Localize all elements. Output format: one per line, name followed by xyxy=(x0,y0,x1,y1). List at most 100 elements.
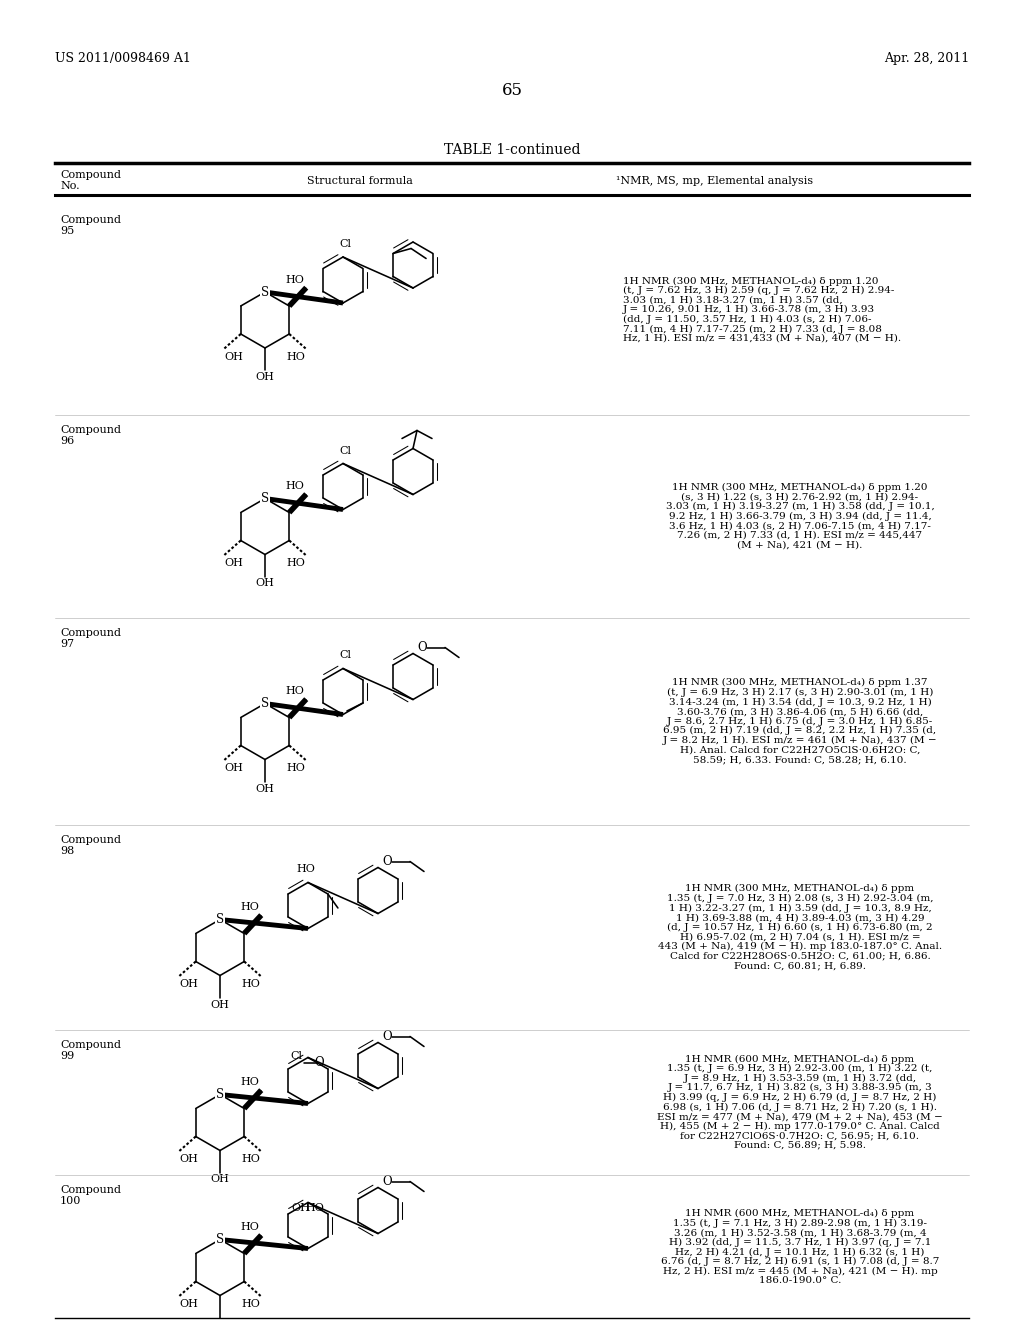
Text: ¹NMR, MS, mp, Elemental analysis: ¹NMR, MS, mp, Elemental analysis xyxy=(616,176,813,186)
Text: 3.14-3.24 (m, 1 H) 3.54 (dd, J = 10.3, 9.2 Hz, 1 H): 3.14-3.24 (m, 1 H) 3.54 (dd, J = 10.3, 9… xyxy=(669,697,932,706)
Text: H). Anal. Calcd for C22H27O5ClS⋅0.6H2O: C,: H). Anal. Calcd for C22H27O5ClS⋅0.6H2O: … xyxy=(680,746,921,755)
Text: S: S xyxy=(261,492,269,506)
Text: Hz, 2 H). ESI m/z = 445 (M + Na), 421 (M − H). mp: Hz, 2 H). ESI m/z = 445 (M + Na), 421 (M… xyxy=(663,1267,937,1276)
Text: 95: 95 xyxy=(60,226,75,236)
Text: S: S xyxy=(216,1233,224,1246)
Text: HO: HO xyxy=(242,1299,260,1309)
Text: (t, J = 7.62 Hz, 3 H) 2.59 (q, J = 7.62 Hz, 2 H) 2.94-: (t, J = 7.62 Hz, 3 H) 2.59 (q, J = 7.62 … xyxy=(623,286,894,296)
Text: OH: OH xyxy=(256,372,274,381)
Text: Found: C, 56.89; H, 5.98.: Found: C, 56.89; H, 5.98. xyxy=(734,1140,866,1150)
Text: J = 10.26, 9.01 Hz, 1 H) 3.66-3.78 (m, 3 H) 3.93: J = 10.26, 9.01 Hz, 1 H) 3.66-3.78 (m, 3… xyxy=(623,305,876,314)
Text: 1.35 (t, J = 7.1 Hz, 3 H) 2.89-2.98 (m, 1 H) 3.19-: 1.35 (t, J = 7.1 Hz, 3 H) 2.89-2.98 (m, … xyxy=(673,1218,927,1228)
Text: H), 455 (M + 2 − H). mp 177.0-179.0° C. Anal. Calcd: H), 455 (M + 2 − H). mp 177.0-179.0° C. … xyxy=(660,1122,940,1131)
Text: HO: HO xyxy=(287,558,305,569)
Text: HO: HO xyxy=(286,482,304,491)
Text: 443 (M + Na), 419 (M − H). mp 183.0-187.0° C. Anal.: 443 (M + Na), 419 (M − H). mp 183.0-187.… xyxy=(658,942,942,950)
Text: S: S xyxy=(216,913,224,927)
Text: 3.6 Hz, 1 H) 4.03 (s, 2 H) 7.06-7.15 (m, 4 H) 7.17-: 3.6 Hz, 1 H) 4.03 (s, 2 H) 7.06-7.15 (m,… xyxy=(669,521,931,531)
Text: US 2011/0098469 A1: US 2011/0098469 A1 xyxy=(55,51,190,65)
Text: HO: HO xyxy=(286,275,304,285)
Text: 3.26 (m, 1 H) 3.52-3.58 (m, 1 H) 3.68-3.79 (m, 4: 3.26 (m, 1 H) 3.52-3.58 (m, 1 H) 3.68-3.… xyxy=(674,1229,927,1237)
Text: HO: HO xyxy=(287,352,305,362)
Text: TABLE 1-continued: TABLE 1-continued xyxy=(443,143,581,157)
Text: 1H NMR (300 MHz, METHANOL-d₄) δ ppm 1.37: 1H NMR (300 MHz, METHANOL-d₄) δ ppm 1.37 xyxy=(672,678,928,688)
Text: Found: C, 60.81; H, 6.89.: Found: C, 60.81; H, 6.89. xyxy=(734,961,866,970)
Text: OH: OH xyxy=(256,784,274,793)
Text: (d, J = 10.57 Hz, 1 H) 6.60 (s, 1 H) 6.73-6.80 (m, 2: (d, J = 10.57 Hz, 1 H) 6.60 (s, 1 H) 6.7… xyxy=(668,923,933,932)
Text: O: O xyxy=(382,1030,391,1043)
Text: 98: 98 xyxy=(60,846,75,855)
Text: HO: HO xyxy=(241,1077,259,1088)
Text: J = 8.6, 2.7 Hz, 1 H) 6.75 (d, J = 3.0 Hz, 1 H) 6.85-: J = 8.6, 2.7 Hz, 1 H) 6.75 (d, J = 3.0 H… xyxy=(667,717,933,726)
Text: (t, J = 6.9 Hz, 3 H) 2.17 (s, 3 H) 2.90-3.01 (m, 1 H): (t, J = 6.9 Hz, 3 H) 2.17 (s, 3 H) 2.90-… xyxy=(667,688,933,697)
Text: ESI m/z = 477 (M + Na), 479 (M + 2 + Na), 453 (M −: ESI m/z = 477 (M + Na), 479 (M + 2 + Na)… xyxy=(657,1111,943,1121)
Text: 3.03 (m, 1 H) 3.18-3.27 (m, 1 H) 3.57 (dd,: 3.03 (m, 1 H) 3.18-3.27 (m, 1 H) 3.57 (d… xyxy=(623,296,843,305)
Text: OH: OH xyxy=(211,1175,229,1184)
Text: 3.60-3.76 (m, 3 H) 3.86-4.06 (m, 5 H) 6.66 (dd,: 3.60-3.76 (m, 3 H) 3.86-4.06 (m, 5 H) 6.… xyxy=(677,708,923,715)
Text: Compound: Compound xyxy=(60,1185,121,1195)
Text: OH: OH xyxy=(180,1299,199,1309)
Text: Cl: Cl xyxy=(339,239,351,249)
Text: HO: HO xyxy=(242,1155,260,1164)
Text: O: O xyxy=(382,1175,391,1188)
Text: J = 8.2 Hz, 1 H). ESI m/z = 461 (M + Na), 437 (M −: J = 8.2 Hz, 1 H). ESI m/z = 461 (M + Na)… xyxy=(663,737,937,744)
Text: OH: OH xyxy=(180,979,199,990)
Text: OH: OH xyxy=(224,558,244,569)
Text: H) 3.92 (dd, J = 11.5, 3.7 Hz, 1 H) 3.97 (q, J = 7.1: H) 3.92 (dd, J = 11.5, 3.7 Hz, 1 H) 3.97… xyxy=(669,1238,931,1247)
Text: HO: HO xyxy=(241,1222,259,1232)
Text: 100: 100 xyxy=(60,1196,81,1206)
Text: O: O xyxy=(417,642,427,653)
Text: OH: OH xyxy=(224,763,244,774)
Text: 58.59; H, 6.33. Found: C, 58.28; H, 6.10.: 58.59; H, 6.33. Found: C, 58.28; H, 6.10… xyxy=(693,755,907,764)
Text: O: O xyxy=(314,1056,324,1069)
Text: O: O xyxy=(382,855,391,869)
Text: for C22H27ClO6S⋅0.7H2O: C, 56.95; H, 6.10.: for C22H27ClO6S⋅0.7H2O: C, 56.95; H, 6.1… xyxy=(681,1131,920,1140)
Text: 7.26 (m, 2 H) 7.33 (d, 1 H). ESI m/z = 445,447: 7.26 (m, 2 H) 7.33 (d, 1 H). ESI m/z = 4… xyxy=(678,531,923,540)
Text: 1H NMR (300 MHz, METHANOL-d₄) δ ppm: 1H NMR (300 MHz, METHANOL-d₄) δ ppm xyxy=(685,884,914,894)
Text: 1.35 (t, J = 7.0 Hz, 3 H) 2.08 (s, 3 H) 2.92-3.04 (m,: 1.35 (t, J = 7.0 Hz, 3 H) 2.08 (s, 3 H) … xyxy=(667,894,933,903)
Text: 6.76 (d, J = 8.7 Hz, 2 H) 6.91 (s, 1 H) 7.08 (d, J = 8.7: 6.76 (d, J = 8.7 Hz, 2 H) 6.91 (s, 1 H) … xyxy=(660,1257,939,1266)
Text: S: S xyxy=(261,285,269,298)
Text: Compound: Compound xyxy=(60,836,121,845)
Text: 186.0-190.0° C.: 186.0-190.0° C. xyxy=(759,1276,841,1286)
Text: 6.95 (m, 2 H) 7.19 (dd, J = 8.2, 2.2 Hz, 1 H) 7.35 (d,: 6.95 (m, 2 H) 7.19 (dd, J = 8.2, 2.2 Hz,… xyxy=(664,726,937,735)
Text: 1H NMR (600 MHz, METHANOL-d₄) δ ppm: 1H NMR (600 MHz, METHANOL-d₄) δ ppm xyxy=(685,1055,914,1064)
Text: S: S xyxy=(216,1088,224,1101)
Text: 6.98 (s, 1 H) 7.06 (d, J = 8.71 Hz, 2 H) 7.20 (s, 1 H).: 6.98 (s, 1 H) 7.06 (d, J = 8.71 Hz, 2 H)… xyxy=(663,1102,937,1111)
Text: Hz, 1 H). ESI m/z = 431,433 (M + Na), 407 (M − H).: Hz, 1 H). ESI m/z = 431,433 (M + Na), 40… xyxy=(623,334,901,343)
Text: 9.2 Hz, 1 H) 3.66-3.79 (m, 3 H) 3.94 (dd, J = 11.4,: 9.2 Hz, 1 H) 3.66-3.79 (m, 3 H) 3.94 (dd… xyxy=(669,512,932,521)
Text: HO: HO xyxy=(305,1203,324,1213)
Text: 1H NMR (600 MHz, METHANOL-d₄) δ ppm: 1H NMR (600 MHz, METHANOL-d₄) δ ppm xyxy=(685,1209,914,1218)
Text: OH: OH xyxy=(211,999,229,1010)
Text: Cl: Cl xyxy=(290,1051,302,1061)
Text: 97: 97 xyxy=(60,639,74,649)
Text: Structural formula: Structural formula xyxy=(307,176,413,186)
Text: Compound: Compound xyxy=(60,1040,121,1049)
Text: Calcd for C22H28O6S⋅0.5H2O: C, 61.00; H, 6.86.: Calcd for C22H28O6S⋅0.5H2O: C, 61.00; H,… xyxy=(670,952,931,961)
Text: Compound: Compound xyxy=(60,170,121,180)
Text: No.: No. xyxy=(60,181,80,191)
Text: 96: 96 xyxy=(60,436,75,446)
Text: Compound: Compound xyxy=(60,628,121,638)
Text: Cl: Cl xyxy=(339,651,351,660)
Text: 99: 99 xyxy=(60,1051,75,1061)
Text: HO: HO xyxy=(287,763,305,774)
Text: (s, 3 H) 1.22 (s, 3 H) 2.76-2.92 (m, 1 H) 2.94-: (s, 3 H) 1.22 (s, 3 H) 2.76-2.92 (m, 1 H… xyxy=(681,492,919,502)
Text: J = 8.9 Hz, 1 H) 3.53-3.59 (m, 1 H) 3.72 (dd,: J = 8.9 Hz, 1 H) 3.53-3.59 (m, 1 H) 3.72… xyxy=(683,1073,916,1082)
Text: J = 11.7, 6.7 Hz, 1 H) 3.82 (s, 3 H) 3.88-3.95 (m, 3: J = 11.7, 6.7 Hz, 1 H) 3.82 (s, 3 H) 3.8… xyxy=(668,1084,933,1093)
Text: Hz, 2 H) 4.21 (d, J = 10.1 Hz, 1 H) 6.32 (s, 1 H): Hz, 2 H) 4.21 (d, J = 10.1 Hz, 1 H) 6.32… xyxy=(675,1247,925,1257)
Text: OH: OH xyxy=(291,1203,310,1213)
Text: H) 6.95-7.02 (m, 2 H) 7.04 (s, 1 H). ESI m/z =: H) 6.95-7.02 (m, 2 H) 7.04 (s, 1 H). ESI… xyxy=(680,932,921,941)
Text: 7.11 (m, 4 H) 7.17-7.25 (m, 2 H) 7.33 (d, J = 8.08: 7.11 (m, 4 H) 7.17-7.25 (m, 2 H) 7.33 (d… xyxy=(623,325,882,334)
Text: Compound: Compound xyxy=(60,425,121,436)
Text: OH: OH xyxy=(256,578,274,589)
Text: (dd, J = 11.50, 3.57 Hz, 1 H) 4.03 (s, 2 H) 7.06-: (dd, J = 11.50, 3.57 Hz, 1 H) 4.03 (s, 2… xyxy=(623,314,871,323)
Text: 65: 65 xyxy=(502,82,522,99)
Text: Apr. 28, 2011: Apr. 28, 2011 xyxy=(884,51,969,65)
Text: S: S xyxy=(261,697,269,710)
Text: 1.35 (t, J = 6.9 Hz, 3 H) 2.92-3.00 (m, 1 H) 3.22 (t,: 1.35 (t, J = 6.9 Hz, 3 H) 2.92-3.00 (m, … xyxy=(668,1064,933,1073)
Text: H) 3.99 (q, J = 6.9 Hz, 2 H) 6.79 (d, J = 8.7 Hz, 2 H): H) 3.99 (q, J = 6.9 Hz, 2 H) 6.79 (d, J … xyxy=(664,1093,937,1102)
Text: HO: HO xyxy=(286,686,304,696)
Text: 1 H) 3.69-3.88 (m, 4 H) 3.89-4.03 (m, 3 H) 4.29: 1 H) 3.69-3.88 (m, 4 H) 3.89-4.03 (m, 3 … xyxy=(676,913,925,923)
Text: OH: OH xyxy=(224,352,244,362)
